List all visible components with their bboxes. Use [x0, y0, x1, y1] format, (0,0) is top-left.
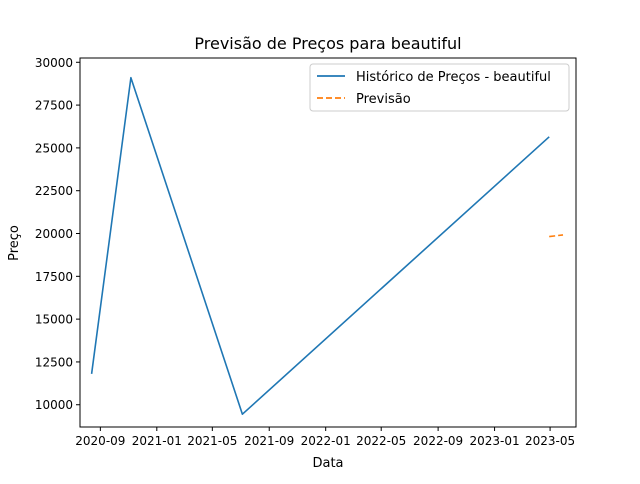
series-line-previsao [549, 234, 564, 238]
y-tick-label: 10000 [35, 398, 73, 412]
y-tick-label: 27500 [35, 99, 73, 113]
y-tick-label: 25000 [35, 141, 73, 155]
y-axis-label: Preço [7, 225, 22, 261]
x-tick-label: 2020-09 [75, 434, 125, 448]
legend-box [309, 63, 570, 112]
y-tick-label: 20000 [35, 227, 73, 241]
x-axis-label: Data [312, 456, 343, 471]
plot-area [79, 57, 577, 428]
x-tick-label: 2022-01 [301, 434, 351, 448]
x-tick-label: 2021-05 [187, 434, 237, 448]
chart-title: Previsão de Preços para beautiful [194, 34, 461, 53]
x-tick-label: 2021-09 [244, 434, 294, 448]
y-tick-label: 15000 [35, 313, 73, 327]
y-axis: 10000 12500 15000 17500 20000 22500 25000 27500… [35, 56, 80, 412]
x-tick-label: 2023-05 [525, 434, 575, 448]
y-tick-label: 17500 [35, 270, 73, 284]
series-layer [90, 76, 564, 416]
legend-label-previsao: Previsão [356, 92, 411, 107]
x-tick-label: 2023-01 [469, 434, 519, 448]
series-line-historico [90, 76, 550, 416]
x-axis: 2020-09 2021-01 2021-05 2021-09 2022-01 2022-… [75, 427, 575, 448]
y-tick-label: 22500 [35, 184, 73, 198]
x-tick-label: 2021-01 [132, 434, 182, 448]
x-tick-label: 2022-05 [356, 434, 406, 448]
y-tick-label: 30000 [35, 56, 73, 70]
legend-label-historico: Histórico de Preços - beautiful [356, 70, 551, 85]
legend: Histórico de Preços - beautiful Previsão [309, 63, 570, 112]
x-tick-label: 2022-09 [413, 434, 463, 448]
y-tick-label: 12500 [35, 355, 73, 369]
